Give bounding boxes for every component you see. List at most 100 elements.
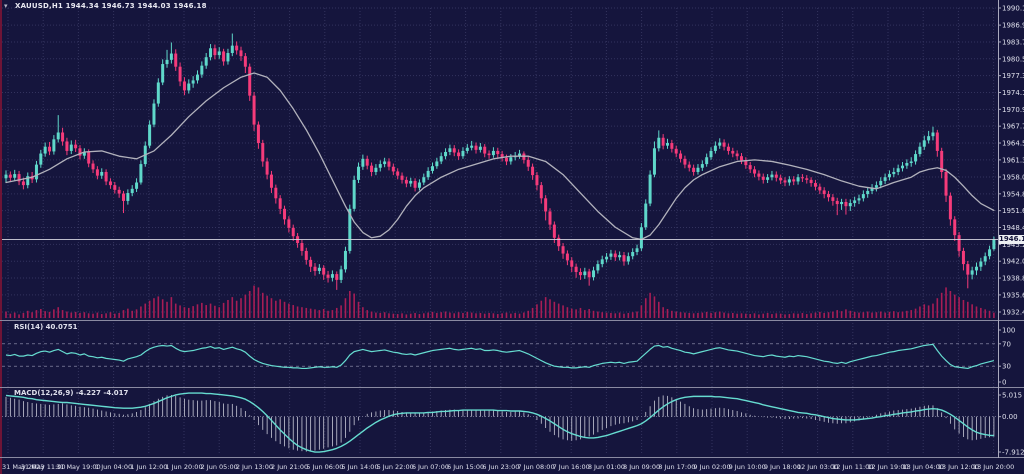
- time-label: 7 Jun 08:00: [517, 463, 554, 471]
- candle: [17, 174, 21, 182]
- candle: [413, 180, 417, 188]
- time-label: 13 Jun 12:00: [938, 463, 979, 471]
- candle: [905, 163, 909, 166]
- candle: [304, 250, 308, 260]
- candle: [430, 166, 434, 171]
- volume-bar: [727, 313, 730, 318]
- candle: [396, 171, 400, 176]
- candle: [487, 153, 491, 156]
- candle: [931, 132, 935, 137]
- volume-bar: [48, 311, 51, 318]
- candle: [496, 150, 500, 155]
- volume-bar: [405, 314, 408, 318]
- candle: [948, 195, 952, 220]
- candle: [256, 124, 260, 144]
- volume-bar: [96, 312, 99, 318]
- candle: [278, 198, 282, 209]
- candle: [818, 186, 822, 191]
- scale-label: 1983.70: [1002, 38, 1024, 46]
- volume-bar: [414, 312, 416, 318]
- volume-bar: [788, 314, 791, 318]
- candle: [457, 152, 461, 157]
- main-chart-panel[interactable]: [2, 33, 998, 318]
- volume-bar: [231, 297, 234, 318]
- volume-bar: [849, 310, 852, 318]
- scale-label: 1990.15: [1002, 5, 1024, 13]
- price-axis[interactable]: 1990.15 1986.90 1983.70 1980.50 1977.30 1974.…: [998, 5, 1024, 457]
- candle: [770, 174, 774, 178]
- panel-separators: [0, 0, 1024, 458]
- candle: [148, 124, 152, 146]
- candle: [652, 148, 656, 175]
- scale-label: 1935.65: [1002, 291, 1024, 299]
- time-label: 9 Jun 10:00: [729, 463, 766, 471]
- volume-bar: [662, 307, 664, 318]
- time-label: 31 May 19:00: [56, 463, 101, 471]
- volume-bar: [575, 309, 577, 318]
- volume-bar: [666, 309, 669, 318]
- candle: [191, 80, 195, 84]
- volume-bar: [26, 310, 29, 318]
- candle: [400, 175, 404, 180]
- candle: [117, 189, 121, 194]
- volume-bar: [344, 298, 347, 318]
- candle: [561, 246, 565, 254]
- volume-bar: [866, 311, 869, 318]
- volume-bar: [644, 298, 647, 318]
- candle: [444, 151, 448, 157]
- volume-bar: [122, 310, 125, 318]
- candle: [535, 175, 539, 186]
- volume-bar: [492, 313, 495, 318]
- time-label: 7 Jun 16:00: [553, 463, 590, 471]
- candle: [13, 174, 17, 178]
- candle: [748, 165, 752, 170]
- volume-bar: [692, 313, 695, 318]
- volume-bar: [179, 305, 181, 318]
- volume-bar: [901, 311, 904, 318]
- candle: [409, 180, 413, 184]
- candle: [657, 137, 661, 149]
- volume-bar: [327, 310, 329, 318]
- time-label: 13 Jun 04:00: [903, 463, 944, 471]
- volume-bar: [127, 308, 129, 318]
- rsi-panel[interactable]: [2, 343, 998, 370]
- volume-bar: [553, 301, 556, 318]
- macd-panel[interactable]: [2, 392, 998, 453]
- candle: [731, 150, 735, 154]
- volume-bar: [588, 309, 590, 318]
- time-label: 12 Jun 11:00: [832, 463, 873, 471]
- candle: [226, 53, 230, 62]
- time-label: 5 Jun 14:00: [341, 463, 378, 471]
- volume-bar: [688, 312, 691, 318]
- candle: [861, 194, 865, 199]
- candle: [953, 219, 957, 236]
- volume-bar: [749, 314, 751, 318]
- candle: [961, 250, 965, 265]
- volume-bar: [640, 305, 643, 318]
- candle: [744, 160, 748, 166]
- scale-label: 1967.70: [1002, 123, 1024, 131]
- volume-bar: [396, 314, 399, 318]
- candle: [844, 201, 848, 207]
- candle: [339, 269, 343, 280]
- volume-bar: [5, 311, 7, 318]
- candle: [870, 187, 874, 191]
- volume-bar: [436, 312, 438, 318]
- candle: [370, 165, 374, 172]
- candle: [135, 182, 139, 189]
- time-label: 2 Jun 13:00: [236, 463, 273, 471]
- candle: [52, 139, 56, 152]
- candle: [187, 83, 191, 91]
- volume-bar: [31, 312, 33, 318]
- candle: [470, 145, 474, 148]
- volume-bar: [971, 304, 973, 318]
- candle: [796, 177, 800, 182]
- volume-bar: [57, 307, 60, 318]
- candle: [122, 193, 126, 201]
- candle: [330, 274, 334, 278]
- volume-bar: [440, 312, 442, 318]
- scale-label: 1977.30: [1002, 72, 1024, 80]
- volume-bar: [153, 298, 155, 318]
